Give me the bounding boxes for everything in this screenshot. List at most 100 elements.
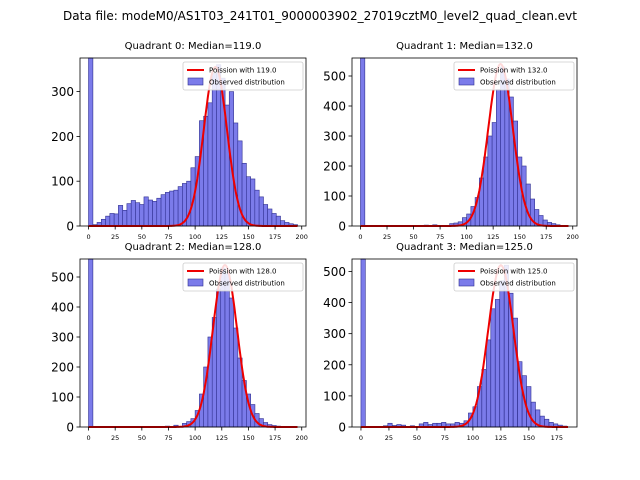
x-tick-label: 100 xyxy=(467,434,479,442)
quadrant-2-chart: Quadrant 2: Median=128.0 0 25 50 75 100 125 150… xyxy=(51,242,308,442)
x-tick-label: 200 xyxy=(296,233,308,241)
histogram-bar xyxy=(122,210,128,227)
legend-poisson-label: Poission with 119.0 xyxy=(209,67,277,75)
legend-observed-label: Observed distribution xyxy=(209,280,285,288)
histogram-bar xyxy=(360,258,366,428)
y-tick-label: 300 xyxy=(51,331,74,345)
x-tick-label: 175 xyxy=(551,434,563,442)
y-tick-label: 0 xyxy=(66,220,74,234)
y-tick-label: 100 xyxy=(51,391,74,405)
histogram-bar xyxy=(233,327,239,428)
y-tick-label: 500 xyxy=(323,70,346,84)
histogram-bar xyxy=(164,192,170,227)
y-tick-label: 0 xyxy=(338,220,346,234)
legend-poisson-label: Poission with 125.0 xyxy=(480,268,548,276)
x-tick-label: 0 xyxy=(358,233,362,241)
x-tick-label: 150 xyxy=(513,233,525,241)
histogram-bar xyxy=(88,258,94,428)
legend-observed-swatch xyxy=(187,77,204,86)
histogram-bar xyxy=(152,201,158,227)
legend-observed-swatch xyxy=(187,278,204,287)
y-tick-label: 100 xyxy=(51,175,74,189)
x-tick-label: 100 xyxy=(189,434,201,442)
x-tick-label: 175 xyxy=(269,434,281,442)
histogram-bar xyxy=(267,208,273,227)
histogram-bar xyxy=(250,178,256,227)
histogram-bar xyxy=(156,197,162,227)
x-tick-label: 0 xyxy=(86,233,90,241)
poisson-curve xyxy=(88,65,298,227)
x-tick-label: 150 xyxy=(523,434,535,442)
histogram-bar xyxy=(246,176,251,227)
y-tick-label: 200 xyxy=(323,160,346,174)
histogram-bar xyxy=(233,122,239,227)
histogram-bar xyxy=(143,196,149,227)
histogram-bar xyxy=(173,189,179,227)
histogram-bar xyxy=(275,215,281,227)
y-tick-label: 400 xyxy=(323,296,346,310)
histogram-bar xyxy=(109,213,115,227)
figure-title: Data file: modeM0/AS1T03_241T01_90000039… xyxy=(63,9,577,23)
x-tick-label: 150 xyxy=(242,233,254,241)
histogram-bar xyxy=(496,89,501,227)
x-tick-label: 25 xyxy=(111,434,119,442)
legend-box xyxy=(182,262,304,292)
histogram-bar xyxy=(360,57,366,227)
histogram-bar xyxy=(500,66,506,227)
x-tick-label: 175 xyxy=(269,233,281,241)
legend-box xyxy=(453,61,575,91)
histogram-bar xyxy=(105,215,111,227)
x-tick-label: 125 xyxy=(216,233,228,241)
y-tick-label: 400 xyxy=(323,100,346,114)
histogram-bar xyxy=(228,297,234,428)
histogram-bar xyxy=(160,194,166,227)
y-tick-label: 200 xyxy=(323,358,346,372)
x-tick-label: 200 xyxy=(567,233,579,241)
histogram-bar xyxy=(207,102,213,227)
x-tick-label: 150 xyxy=(242,434,254,442)
x-tick-label: 75 xyxy=(436,233,444,241)
x-tick-label: 25 xyxy=(111,233,119,241)
y-tick-label: 300 xyxy=(323,327,346,341)
histogram-bar xyxy=(177,186,183,227)
histogram-bar xyxy=(491,122,497,227)
histogram-bar xyxy=(88,57,94,227)
legend-box xyxy=(453,262,575,292)
histogram-bar xyxy=(126,203,132,227)
legend-poisson-label: Poission with 132.0 xyxy=(480,67,548,75)
histogram-bar xyxy=(211,73,217,227)
quadrant-0-chart: Quadrant 0: Median=119.0 0 25 50 75 100 125 150… xyxy=(51,41,308,241)
histogram-bar xyxy=(101,218,106,227)
legend-observed-label: Observed distribution xyxy=(480,280,556,288)
quadrant-2-legend: Poission with 128.0 Observed distribution xyxy=(182,262,304,292)
histogram-bar xyxy=(113,213,119,227)
legend-poisson-label: Poission with 128.0 xyxy=(209,268,277,276)
x-tick-label: 100 xyxy=(189,233,201,241)
x-tick-label: 125 xyxy=(487,233,499,241)
x-tick-label: 25 xyxy=(383,233,391,241)
legend-observed-label: Observed distribution xyxy=(480,79,556,87)
x-tick-label: 75 xyxy=(164,434,172,442)
histogram-bar xyxy=(525,183,531,227)
x-tick-label: 125 xyxy=(216,434,228,442)
x-tick-label: 50 xyxy=(138,434,146,442)
quadrant-3-legend: Poission with 125.0 Observed distribution xyxy=(453,262,575,292)
histogram-bar xyxy=(130,200,136,227)
x-tick-label: 0 xyxy=(359,434,363,442)
legend-observed-label: Observed distribution xyxy=(209,79,285,87)
quadrant-2-title: Quadrant 2: Median=128.0 xyxy=(125,242,262,253)
histogram-bar xyxy=(139,204,145,227)
histogram-bar xyxy=(494,299,500,428)
quadrant-3-chart: Quadrant 3: Median=125.0 0 25 50 75 100 125 150… xyxy=(323,242,578,442)
quadrant-0-title: Quadrant 0: Median=119.0 xyxy=(125,41,262,52)
histogram-bar xyxy=(499,280,505,428)
legend-box xyxy=(182,61,304,91)
axes-frame xyxy=(351,258,578,428)
x-tick-label: 50 xyxy=(409,233,417,241)
x-tick-label: 50 xyxy=(138,233,146,241)
quadrant-1-title: Quadrant 1: Median=132.0 xyxy=(396,41,533,52)
histogram-bar xyxy=(135,202,141,227)
x-tick-label: 125 xyxy=(495,434,507,442)
quadrant-1-legend: Poission with 132.0 Observed distribution xyxy=(453,61,575,91)
